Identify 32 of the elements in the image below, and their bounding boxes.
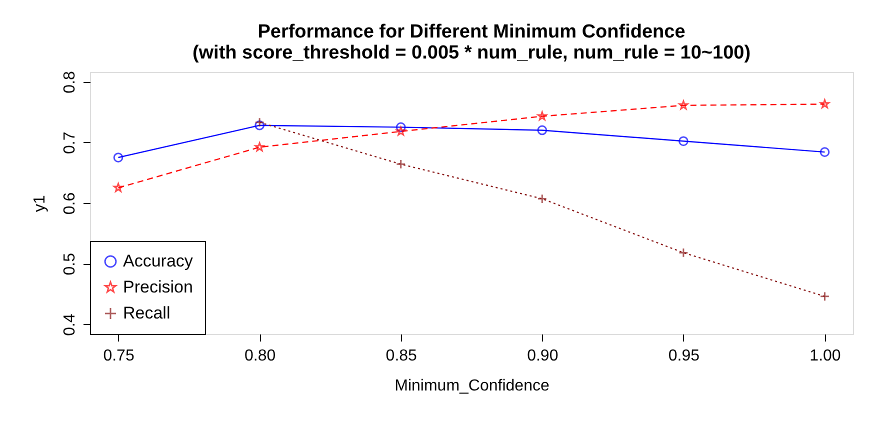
y-tick-label: 0.8 bbox=[62, 70, 78, 94]
point bbox=[537, 125, 548, 136]
legend-label: Recall bbox=[123, 304, 170, 322]
point bbox=[678, 100, 688, 110]
point bbox=[396, 122, 406, 132]
point bbox=[678, 136, 688, 146]
y-tick-label: 0.7 bbox=[62, 132, 78, 154]
x-tick-label: 0.80 bbox=[244, 348, 276, 364]
point bbox=[254, 120, 264, 130]
y-tick-label: 0.4 bbox=[62, 314, 78, 336]
x-axis-title: Minimum_Confidence bbox=[394, 378, 550, 394]
point bbox=[537, 194, 548, 204]
point bbox=[396, 126, 406, 136]
point bbox=[396, 159, 406, 170]
x-tick-label: 0.85 bbox=[386, 348, 418, 364]
point bbox=[820, 291, 830, 302]
y-axis-title: y1 bbox=[32, 194, 48, 212]
chart-title: Performance for Different Minimum Confidence (with score_threshold = 0.005 * num_rule, num_rule = 10~100) bbox=[192, 22, 751, 64]
point bbox=[820, 147, 830, 157]
x-tick-label: 0.95 bbox=[668, 348, 700, 364]
x-tick-label: 0.75 bbox=[103, 348, 134, 364]
point bbox=[254, 117, 264, 128]
y-tick-label: 0.6 bbox=[62, 192, 78, 215]
legend-label: Precision bbox=[123, 278, 193, 296]
legend-label: Accuracy bbox=[123, 252, 194, 270]
x-tick-label: 0.90 bbox=[527, 348, 558, 364]
point bbox=[254, 142, 264, 152]
x-tick-label: 1.00 bbox=[810, 348, 841, 364]
y-tick-label: 0.5 bbox=[62, 252, 78, 276]
point bbox=[678, 248, 688, 258]
point bbox=[113, 152, 124, 162]
point bbox=[537, 111, 547, 120]
